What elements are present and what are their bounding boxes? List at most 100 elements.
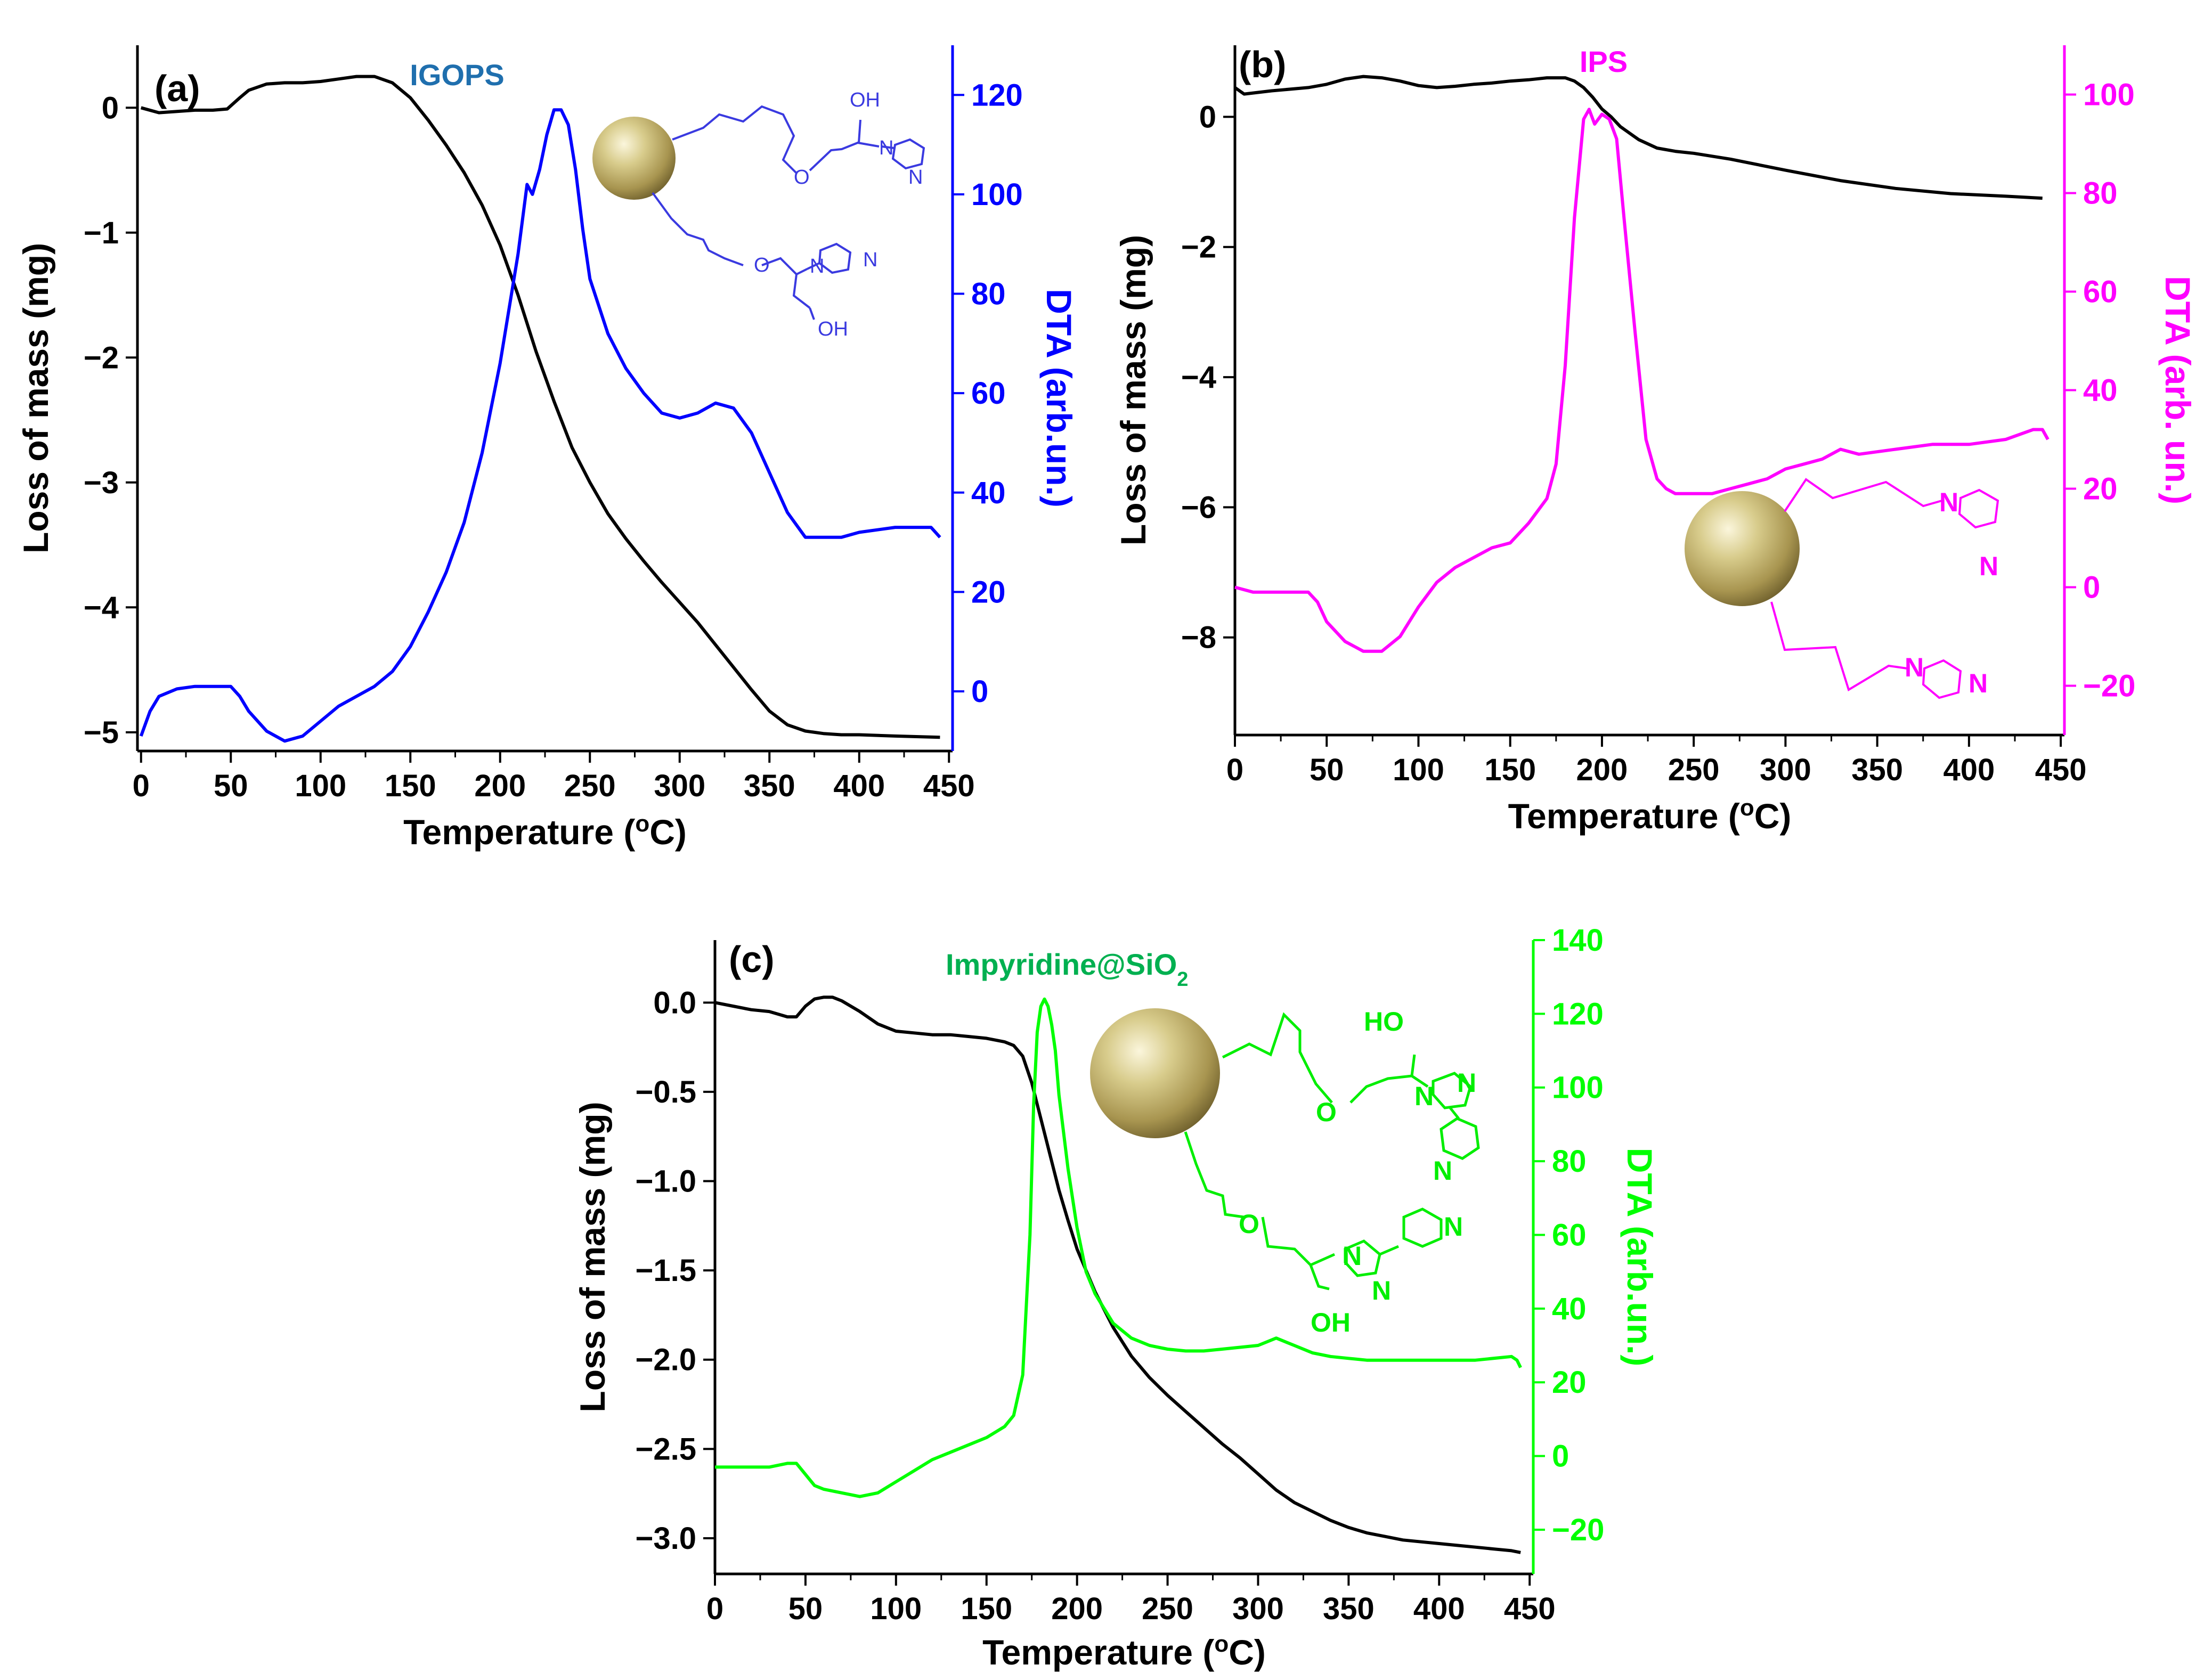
left-y-tick-label: −5 — [84, 715, 119, 750]
x-tick-label: 200 — [474, 769, 526, 803]
x-tick-label: 450 — [1504, 1592, 1556, 1626]
left-y-tick-label: −3 — [84, 466, 119, 500]
x-tick-label: 250 — [1142, 1592, 1193, 1626]
left-y-tick-label: −2 — [1181, 230, 1216, 265]
panel-b-chart: 0 50 100 150 200 250 300 350 400 450 0 −2 −4 −6 −8 −20 0… — [1113, 45, 2198, 836]
atom: N — [1969, 668, 1988, 698]
x-axis-title-main: Temperature ( — [982, 1633, 1214, 1672]
x-tick-label: 350 — [1323, 1592, 1375, 1626]
x-tick-label: 250 — [564, 769, 616, 803]
panel-c-chart: 0 50 100 150 200 250 300 350 400 450 0.0 −0.5 −1.0 −1… — [573, 923, 1660, 1672]
x-tick-label: 350 — [1851, 753, 1903, 787]
x-tick-label: 100 — [295, 769, 346, 803]
right-y-tick-label: 80 — [971, 277, 1006, 312]
left-y-tick-label: −4 — [84, 590, 119, 625]
atom: N — [879, 137, 893, 159]
panel-b-label: (b) — [1239, 44, 1286, 85]
panel-c-labels: (c) Impyridine@SiO2 — [729, 938, 1188, 991]
x-tick-label: 200 — [1051, 1592, 1103, 1626]
x-tick-label: 50 — [788, 1592, 823, 1626]
left-y-tick-label: −1.5 — [636, 1253, 697, 1288]
x-tick-label: 150 — [1484, 753, 1536, 787]
atom: OH — [818, 318, 848, 340]
atom: N — [1343, 1241, 1362, 1271]
panel-a-structure-atoms: OH O N N O N N OH — [754, 89, 923, 340]
panel-b-compound-label: IPS — [1580, 45, 1628, 78]
right-y-tick-label: 0 — [971, 674, 988, 709]
x-tick-label: 150 — [961, 1592, 1012, 1626]
x-tick-label: 300 — [654, 769, 705, 803]
mass-loss-series-line — [714, 995, 1521, 1554]
right-y-axis-title: DTA (arb.un.) — [1620, 1148, 1660, 1367]
atom: O — [794, 166, 810, 189]
atom: N — [1444, 1212, 1463, 1242]
atom: N — [1372, 1276, 1391, 1305]
panel-a-compound-label: IGOPS — [410, 58, 504, 92]
x-tick-label: 0 — [706, 1592, 723, 1626]
x-tick-label: 250 — [1668, 753, 1720, 787]
mass-loss-series-line — [1234, 75, 2043, 200]
left-y-tick-label: −0.5 — [636, 1075, 697, 1109]
atom: N — [1905, 652, 1924, 682]
left-y-axis-title: Loss of mass (mg) — [16, 243, 55, 553]
atom: OH — [850, 89, 880, 111]
x-tick-label: 0 — [133, 769, 150, 803]
right-y-tick-label: 140 — [1552, 923, 1604, 958]
left-y-tick-label: −6 — [1181, 490, 1216, 525]
left-y-tick-label: −2.0 — [636, 1343, 697, 1377]
panel-b-structure-atoms: N N N N — [1905, 487, 1998, 698]
panel-c-label: (c) — [729, 938, 775, 980]
x-tick-label: 350 — [744, 769, 795, 803]
right-y-tick-label: 120 — [971, 78, 1023, 112]
right-y-tick-label: 120 — [1552, 997, 1604, 1031]
x-tick-label: 450 — [923, 769, 975, 803]
x-tick-label: 400 — [1413, 1592, 1465, 1626]
panel-c-compound-label: Impyridine@SiO2 — [946, 948, 1188, 991]
atom: N — [1939, 487, 1958, 517]
left-y-tick-label: 0.0 — [653, 985, 696, 1020]
atom: N — [1979, 551, 1998, 581]
left-y-axis-title: Loss of mass (mg) — [1113, 235, 1153, 545]
x-axis-title-unit: C) — [649, 812, 687, 852]
right-y-tick-label: 0 — [2083, 570, 2100, 605]
x-tick-label: 300 — [1232, 1592, 1284, 1626]
x-axis-title-unit: C) — [1229, 1633, 1266, 1672]
x-axis-title-main: Temperature ( — [1508, 796, 1740, 836]
left-y-tick-label: −3.0 — [636, 1521, 697, 1556]
left-y-tick-label: 0 — [102, 91, 119, 125]
panel-a-labels: (a) IGOPS — [154, 58, 505, 109]
silica-sphere-icon — [592, 117, 676, 200]
x-tick-label: 200 — [1576, 753, 1628, 787]
dta-series-line — [1234, 108, 2050, 653]
x-tick-label: 100 — [870, 1592, 922, 1626]
atom: O — [1239, 1209, 1259, 1239]
atom: O — [754, 254, 770, 276]
right-y-tick-label: 80 — [1552, 1144, 1587, 1179]
panel-a-chart: 0 50 100 150 200 250 300 350 400 450 0 −1 −2 −3 −4 −5 0 2… — [16, 45, 1079, 852]
atom: N — [1414, 1081, 1434, 1111]
left-y-tick-label: −1.0 — [636, 1164, 697, 1199]
atom: HO — [1364, 1007, 1404, 1037]
right-y-tick-label: 60 — [1552, 1218, 1587, 1252]
atom: N — [863, 249, 877, 271]
x-axis-title-degree: o — [635, 811, 649, 837]
right-y-tick-label: 60 — [2083, 275, 2118, 309]
right-y-tick-label: 100 — [1552, 1071, 1604, 1105]
silica-sphere-icon — [1685, 491, 1800, 606]
x-axis-title-main: Temperature ( — [403, 812, 635, 852]
left-y-tick-label: −8 — [1181, 621, 1216, 655]
right-y-axis-title: DTA (arb. un.) — [2158, 276, 2198, 504]
left-y-axis-title: Loss of mass (mg) — [573, 1101, 612, 1412]
x-tick-label: 400 — [833, 769, 885, 803]
panel-a-label: (a) — [154, 68, 200, 109]
dta-series-line — [139, 108, 941, 743]
x-axis-title-degree: o — [1214, 1631, 1229, 1657]
atom: N — [1457, 1068, 1476, 1098]
right-y-tick-label: 40 — [1552, 1292, 1587, 1326]
x-tick-label: 450 — [2035, 753, 2087, 787]
atom: N — [908, 166, 923, 189]
left-y-tick-label: −2 — [84, 340, 119, 375]
panel-b-structure — [1685, 478, 1999, 699]
right-y-tick-label: −20 — [2083, 669, 2135, 704]
right-y-tick-label: 80 — [2083, 176, 2118, 211]
